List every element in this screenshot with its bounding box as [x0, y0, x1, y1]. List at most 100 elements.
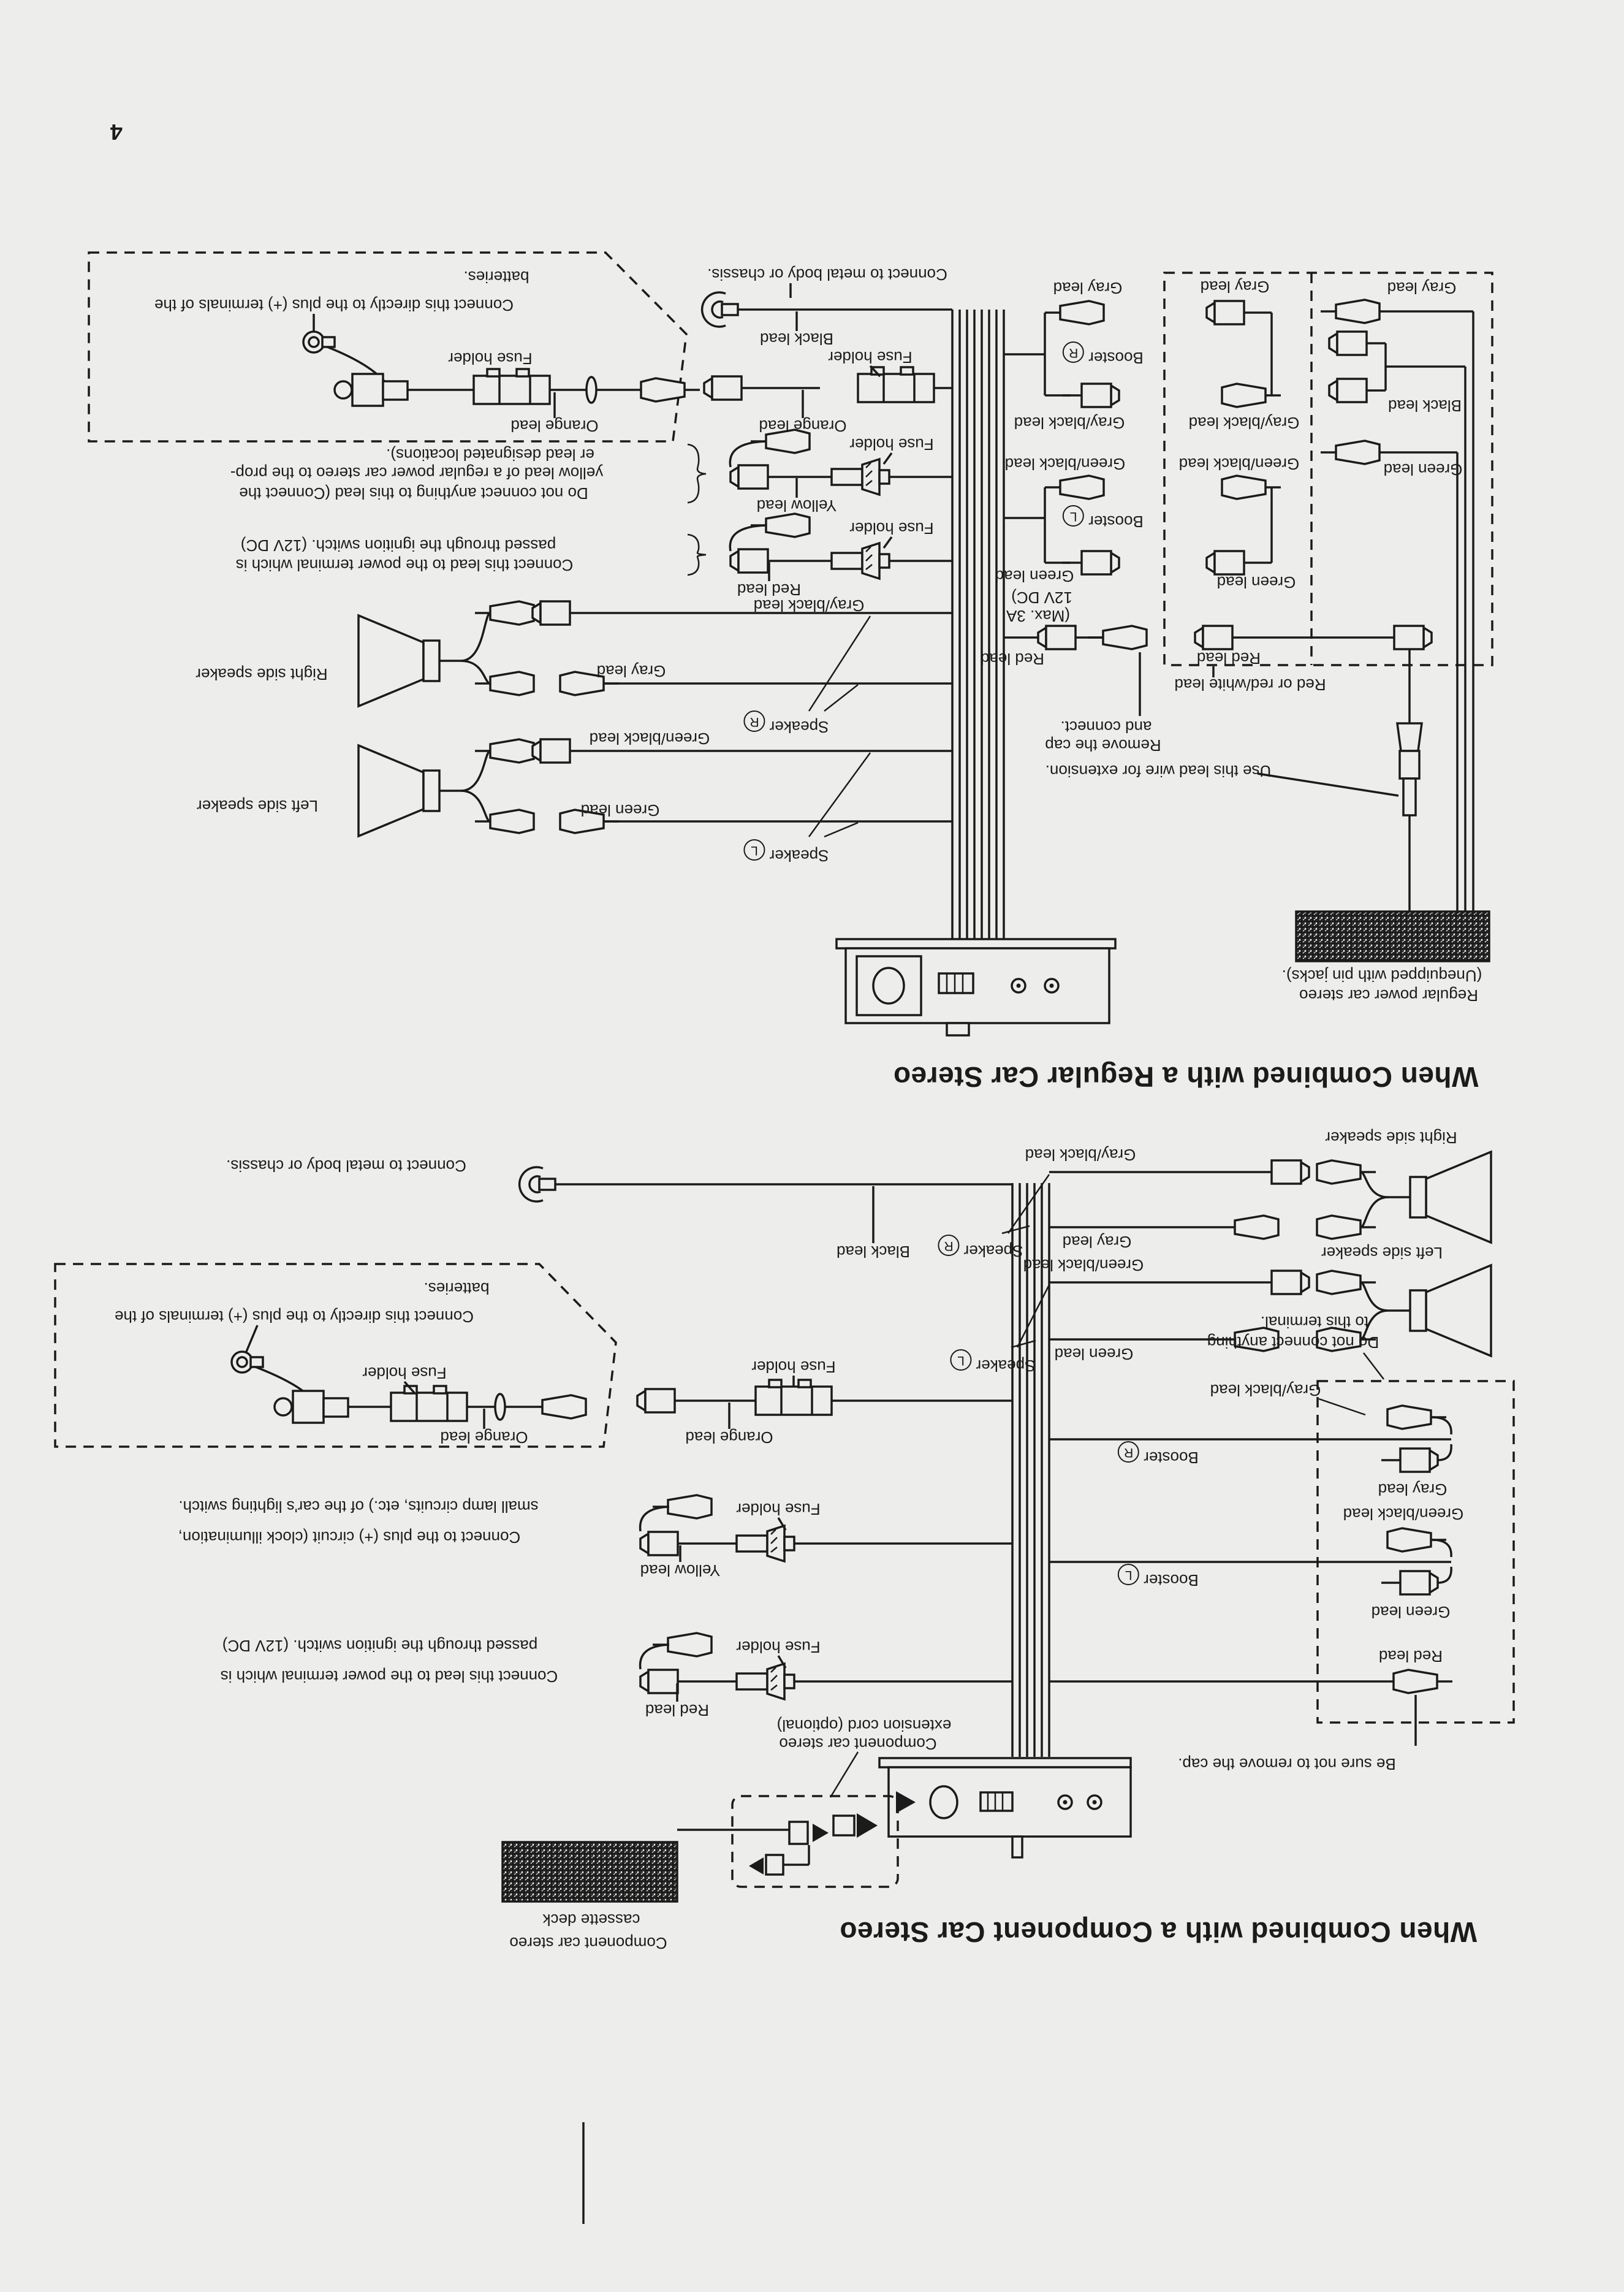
label-gray-black-lead: Gray/black lead	[753, 596, 865, 615]
label-left-side-speaker: Left side speaker	[1321, 1244, 1443, 1262]
label-orange-lead: Orange lead	[510, 417, 599, 435]
label-green-lead: Green lead	[1371, 1603, 1451, 1621]
circle-l-badge: L	[1118, 1564, 1140, 1585]
label-yellow-lead: Yellow lead	[640, 1561, 721, 1580]
booster-text: Booster	[1144, 1571, 1199, 1590]
lighting-note-line2: small lamp circuits, etc.) of the car's …	[178, 1498, 539, 1516]
cassette-deck-line1: Component car stereo	[509, 1934, 667, 1952]
extension-cord-line1: Component car stereo	[779, 1735, 937, 1753]
remove-cap-line1: Remove the cap	[1045, 736, 1161, 755]
right-speaker-icon	[357, 614, 441, 707]
circle-l-badge: L	[950, 1349, 972, 1371]
extension-cord-line2: extension cord (optional)	[776, 1716, 952, 1735]
fuse-holder-icon	[857, 366, 935, 403]
fuse-holder-icon	[472, 368, 551, 405]
label-red-lead: Red lead	[980, 650, 1045, 668]
label-gray-black-lead: Gray/black lead	[1188, 414, 1300, 432]
label-green-lead: Green lead	[995, 567, 1074, 585]
circle-l-badge: L	[743, 839, 765, 861]
label-right-side-speaker: Right side speaker	[195, 665, 328, 683]
label-green-black-lead: Green/black lead	[1178, 455, 1300, 473]
ignition-note-line1: Connect this lead to the power terminal …	[235, 556, 574, 574]
label-booster-r: BoosterR	[1063, 341, 1144, 367]
speaker-text: Speaker	[963, 1242, 1023, 1260]
left-speaker-icon	[357, 744, 441, 837]
label-gray-lead: Gray lead	[1387, 279, 1457, 297]
donot-note-line3: er lead designated locations).	[386, 446, 594, 464]
fuse-holder-icon	[735, 1662, 795, 1700]
label-speaker-r: SpeakerR	[938, 1235, 1023, 1260]
label-orange-lead: Orange lead	[759, 417, 847, 435]
ignition-note-line2: passed through the ignition switch. (12V…	[222, 1637, 538, 1655]
head-unit-component	[878, 1757, 1132, 1859]
label-green-lead: Green lead	[1383, 460, 1463, 479]
label-yellow-lead: Yellow lead	[756, 497, 837, 515]
battery-note-line1: Connect this directly to the plus (+) te…	[115, 1308, 474, 1326]
lighting-note-line1: Connect to the plus (+) circuit (clock i…	[178, 1528, 521, 1547]
donot-note-line2: yellow lead of a regular power car stere…	[230, 464, 604, 482]
circle-l-badge: L	[1063, 505, 1085, 527]
circle-r-badge: R	[1063, 341, 1085, 363]
extension-note: Use this lead wire for extension.	[1045, 762, 1272, 780]
battery-dashed-box	[54, 1263, 617, 1448]
label-fuse-holder: Fuse holder	[849, 519, 934, 538]
label-green-black-lead: Green/black lead	[589, 729, 710, 748]
label-green-lead: Green lead	[1216, 573, 1296, 592]
extension-cord-dashed-box	[731, 1795, 899, 1888]
battery-note-line2: batteries.	[463, 268, 529, 286]
regular-stereo-box	[1295, 910, 1490, 962]
cap-note: Be sure not to remove the cap.	[1178, 1755, 1396, 1773]
brace	[687, 443, 707, 504]
label-gray-lead: Gray lead	[1200, 278, 1270, 296]
label-gray-lead: Gray lead	[1378, 1480, 1448, 1499]
regular-stereo-line1: Regular power car stereo	[1299, 986, 1478, 1005]
label-booster-l: BoosterL	[1063, 505, 1144, 531]
wire-bundle	[951, 310, 1005, 939]
booster-text: Booster	[1088, 349, 1144, 367]
fuse-holder-icon	[830, 542, 890, 580]
label-gray-black-lead: Gray/black lead	[1210, 1381, 1321, 1399]
label-fuse-holder: Fuse holder	[362, 1364, 447, 1382]
label-booster-l: BoosterL	[1118, 1564, 1199, 1590]
label-red-lead: Red lead	[645, 1701, 710, 1719]
ignition-note-line1: Connect this lead to the power terminal …	[220, 1667, 558, 1686]
circle-r-badge: R	[938, 1235, 960, 1256]
ignition-note-line2: passed through the ignition switch. (12V…	[240, 536, 556, 555]
label-green-lead: Green lead	[1054, 1345, 1134, 1363]
label-green-black-lead: Green/black lead	[1004, 455, 1126, 473]
diagram-regular	[88, 251, 1493, 1037]
label-orange-lead: Orange lead	[440, 1428, 528, 1447]
max-rating-line1: (Max. 3A	[1006, 607, 1071, 625]
ground-clamp-icon	[700, 291, 739, 328]
right-speaker-icon	[1409, 1151, 1492, 1244]
head-unit-regular	[835, 938, 1117, 1037]
label-green-black-lead: Green/black lead	[1023, 1256, 1144, 1274]
label-right-side-speaker: Right side speaker	[1325, 1129, 1457, 1147]
fuse-holder-icon	[735, 1525, 795, 1563]
ring-terminal-icon	[230, 1350, 264, 1374]
fuse-holder-icon	[390, 1385, 468, 1422]
label-fuse-holder: Fuse holder	[751, 1358, 836, 1376]
speaker-text: Speaker	[769, 847, 829, 865]
wire-bundle	[1011, 1183, 1050, 1757]
cassette-deck-line2: cassette deck	[542, 1911, 640, 1929]
donot-note-line1: Do not connect anything to this lead (Co…	[239, 484, 588, 503]
label-black-lead: Black lead	[760, 330, 833, 348]
label-red-or-red-white-lead: Red or red/white lead	[1174, 676, 1326, 694]
label-gray-black-lead: Gray/black lead	[1014, 414, 1125, 432]
brace	[687, 533, 707, 576]
booster-text: Booster	[1144, 1449, 1199, 1467]
stereo-dashed-box	[1163, 272, 1493, 666]
label-red-lead: Red lead	[1196, 649, 1261, 668]
ring-terminal-icon	[302, 330, 336, 354]
fuse-holder-icon	[830, 458, 890, 496]
label-black-lead: Black lead	[1388, 397, 1462, 415]
label-red-lead: Red lead	[1378, 1647, 1443, 1666]
page-number: 4	[110, 120, 123, 145]
booster-text: Booster	[1088, 512, 1144, 531]
scan-artifacts	[582, 2122, 585, 2224]
label-orange-lead: Orange lead	[685, 1428, 773, 1447]
terminal-note-line1: Do not connect anything	[1207, 1333, 1379, 1352]
terminal-note-line2: to this terminal.	[1260, 1313, 1369, 1331]
booster-dashed-box	[1316, 1380, 1515, 1724]
